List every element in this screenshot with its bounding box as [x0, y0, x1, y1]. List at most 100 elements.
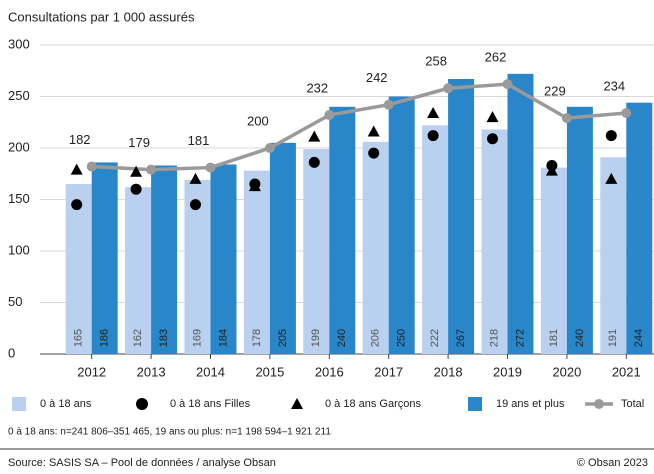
total-label: 182	[69, 132, 91, 147]
legend-label: 0 à 18 ans Filles	[170, 398, 251, 410]
x-tick-label: 2021	[612, 364, 641, 379]
total-label: 232	[306, 80, 328, 95]
bar-value-label: 240	[574, 329, 586, 347]
bar	[151, 165, 178, 354]
total-point	[205, 162, 216, 173]
chart-title: Consultations par 1 000 assurés	[8, 9, 195, 24]
total-label: 179	[128, 135, 150, 150]
bar-value-label: 162	[132, 329, 144, 347]
bar	[362, 141, 389, 354]
y-tick-label: 200	[8, 139, 30, 154]
y-tick-label: 300	[8, 36, 30, 51]
total-point	[264, 143, 275, 153]
total-point	[561, 113, 572, 124]
y-tick-label: 250	[8, 88, 30, 103]
bar	[566, 106, 593, 354]
y-tick-label: 100	[8, 242, 30, 257]
bar	[422, 125, 449, 354]
note: 0 à 18 ans: n=241 806–351 465, 19 ans ou…	[8, 427, 331, 438]
total-point	[502, 79, 513, 90]
bar	[65, 184, 92, 354]
total-point	[443, 83, 454, 94]
bar-value-label: 244	[633, 329, 645, 347]
x-tick-label: 2020	[552, 364, 581, 379]
marker-triangle	[367, 125, 380, 137]
bar	[388, 96, 415, 354]
bar-value-label: 218	[488, 329, 500, 347]
marker-circle	[368, 147, 380, 159]
bar	[329, 106, 356, 354]
marker-circle	[308, 156, 320, 168]
total-label: 258	[425, 54, 447, 69]
bar-value-label: 181	[548, 329, 560, 347]
bar-value-label: 206	[370, 329, 382, 347]
bar-value-label: 186	[99, 329, 111, 347]
bar-value-label: 165	[73, 329, 85, 347]
total-point	[86, 161, 97, 172]
y-tick-label: 150	[8, 191, 30, 206]
legend-swatch	[594, 399, 604, 409]
bar	[91, 162, 118, 354]
total-label: 262	[485, 50, 507, 65]
x-tick-label: 2018	[434, 364, 463, 379]
marker-triangle	[605, 172, 618, 184]
marker-circle	[71, 199, 83, 211]
marker-triangle	[70, 163, 83, 175]
legend-swatch	[12, 397, 26, 411]
bar-value-label: 267	[455, 329, 467, 347]
legend-swatch	[291, 398, 303, 409]
bar-value-label: 169	[191, 329, 203, 347]
bar	[481, 129, 508, 354]
bar	[303, 149, 330, 354]
marker-triangle	[486, 111, 499, 123]
x-tick-label: 2016	[315, 364, 344, 379]
total-label: 200	[247, 113, 269, 128]
total-label: 229	[544, 84, 566, 99]
legend-swatch	[136, 398, 148, 410]
bar-value-label: 178	[251, 329, 263, 347]
marker-triangle	[545, 164, 558, 176]
y-tick-label: 0	[8, 345, 15, 360]
marker-circle	[130, 183, 142, 195]
bar	[600, 157, 627, 354]
bar	[125, 187, 152, 354]
marker-circle	[427, 130, 439, 142]
bar	[507, 73, 534, 354]
legend-swatch	[468, 397, 482, 411]
bar-value-label: 222	[429, 329, 441, 347]
bar-value-label: 184	[217, 329, 229, 347]
total-point	[324, 110, 335, 121]
marker-triangle	[308, 130, 321, 142]
bar	[626, 102, 653, 355]
bar-value-label: 191	[607, 329, 619, 347]
marker-triangle	[427, 106, 440, 118]
x-tick-label: 2015	[255, 364, 284, 379]
marker-circle	[190, 199, 201, 211]
x-tick-label: 2014	[196, 364, 225, 379]
bar	[243, 170, 270, 354]
marker-triangle	[248, 180, 261, 192]
marker-triangle	[130, 165, 143, 177]
marker-circle	[487, 133, 498, 145]
legend-label: 19 ans et plus	[496, 398, 565, 410]
total-label: 242	[366, 70, 388, 85]
y-tick-label: 50	[8, 294, 22, 309]
x-tick-label: 2013	[137, 364, 166, 379]
legend-label: Total	[621, 398, 644, 410]
bar-value-label: 205	[277, 329, 289, 347]
bar-value-label: 199	[310, 329, 322, 347]
legend-label: 0 à 18 ans	[40, 398, 92, 410]
copyright: © Obsan 2023	[577, 457, 648, 469]
legend-label: 0 à 18 ans Garçons	[325, 398, 422, 410]
total-line	[91, 82, 627, 172]
total-point	[621, 107, 632, 118]
bar-value-label: 250	[396, 329, 408, 347]
bar	[448, 78, 475, 355]
total-label: 234	[603, 78, 625, 93]
total-point	[383, 99, 394, 110]
bar	[210, 164, 237, 354]
bar-value-label: 240	[336, 329, 348, 347]
source: Source: SASIS SA – Pool de données / ana…	[8, 457, 276, 469]
x-tick-label: 2019	[493, 364, 522, 379]
